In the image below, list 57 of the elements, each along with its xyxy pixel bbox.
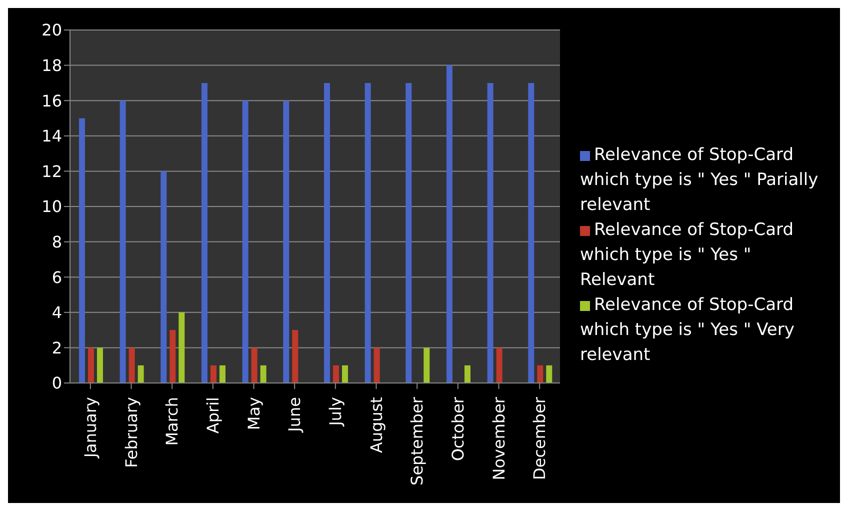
y-tick-label: 14 <box>42 126 62 146</box>
x-tick-label: September <box>408 396 427 486</box>
bar <box>210 365 216 383</box>
bar <box>332 365 339 383</box>
bar <box>78 118 85 383</box>
x-tick-label: April <box>203 397 222 434</box>
x-tick-label: February <box>122 397 141 468</box>
bar <box>138 365 144 383</box>
x-tick-label: March <box>162 397 182 446</box>
bar <box>178 312 185 383</box>
y-tick-label: 4 <box>52 303 62 322</box>
y-tick-label: 8 <box>52 232 62 252</box>
x-tick-label: June <box>285 397 304 433</box>
y-tick-label: 18 <box>42 56 62 75</box>
bar <box>96 348 103 383</box>
x-tick-label: October <box>448 396 468 462</box>
bar <box>364 82 371 383</box>
y-tick-label: 6 <box>52 268 62 287</box>
legend-label: Relevance of Stop-Card which type is " Yes " Parially relevant <box>580 145 818 215</box>
bar <box>242 100 248 383</box>
bar <box>160 171 167 383</box>
y-tick-label: 20 <box>42 20 62 40</box>
bar <box>496 348 502 383</box>
bar <box>128 348 135 383</box>
bar <box>424 348 430 383</box>
bar <box>120 100 126 383</box>
y-tick-label: 2 <box>52 338 62 358</box>
bar <box>251 348 258 383</box>
bar <box>406 82 412 383</box>
bar <box>374 348 380 383</box>
x-tick-label: July <box>326 397 345 427</box>
y-tick-label: 12 <box>42 162 62 181</box>
legend-label: Relevance of Stop-Card which type is " Yes " Very relevant <box>580 295 794 365</box>
bar <box>528 82 534 383</box>
x-tick-label: December <box>530 396 550 480</box>
y-tick-label: 10 <box>42 197 62 216</box>
bar <box>283 100 290 383</box>
bar <box>324 82 330 383</box>
bar <box>446 65 452 383</box>
bar <box>170 330 176 383</box>
bar <box>487 82 494 383</box>
bar <box>537 365 544 383</box>
y-tick-label: 16 <box>42 91 62 110</box>
bar <box>219 365 226 383</box>
bar <box>342 365 348 383</box>
x-tick-label: August <box>366 397 386 453</box>
x-tick-label: January <box>80 397 100 459</box>
bar <box>546 365 552 383</box>
bar <box>260 365 266 383</box>
bar <box>292 330 298 383</box>
x-tick-label: May <box>244 397 264 430</box>
x-tick-label: November <box>489 396 508 480</box>
legend-label: Relevance of Stop-Card which type is " Yes " Relevant <box>580 220 794 290</box>
bar <box>88 348 94 383</box>
bar <box>201 82 208 383</box>
y-tick-label: 0 <box>52 374 62 393</box>
bar <box>464 365 470 383</box>
